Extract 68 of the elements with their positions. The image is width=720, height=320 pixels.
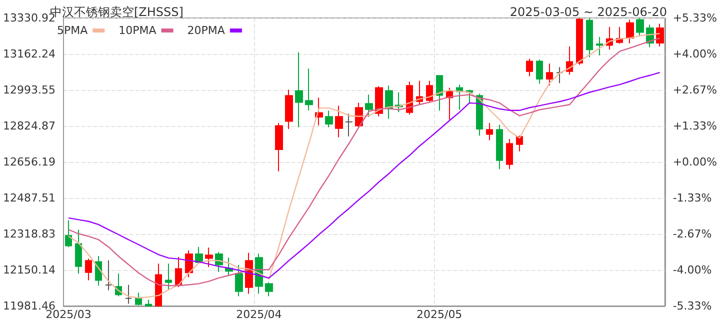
candlestick [235,264,243,297]
y2-tick-label: -2.67% [672,228,712,241]
candlestick [215,252,223,272]
legend-label: 10PMA [118,24,157,37]
candlestick [536,59,543,84]
candlestick [295,52,303,128]
candlestick [65,220,72,248]
candlestick [285,89,293,130]
candlestick [385,85,393,120]
candlestick [436,75,443,112]
chart-subtitle: 2025-03-05 ~ 2025-06-20 [510,5,668,19]
line-series [68,72,660,279]
x-tick-label: 2025/04 [236,308,282,320]
y2-tick-label: +5.33% [672,12,718,24]
candlestick [516,135,523,152]
candlestick [446,87,453,120]
x-tick-label: 2025/03 [46,308,92,320]
candlestick [145,299,152,306]
candlestick [636,18,644,37]
y2-tick-label: +2.67% [672,83,718,96]
y2-tick-label: -4.00% [672,264,712,277]
candlestick [75,229,82,274]
y2-tick-label: +4.00% [672,47,718,60]
candlestick [265,282,273,297]
candlestick [626,19,634,44]
y2-tick-label: -5.33% [672,300,712,312]
candlestick [85,258,92,281]
candlestick [225,257,233,276]
candlestick [305,68,313,111]
candlestick [365,94,373,118]
candlestick [656,23,664,47]
candlestick [95,255,102,286]
legend-label: 20PMA [187,24,226,37]
candlestick [155,263,162,306]
y-tick-label: 12487.51 [2,192,56,204]
candlestick [586,18,593,58]
candlestick [546,63,553,86]
candlestick [576,18,583,66]
candlestick [345,113,353,137]
y-tick-label: 12656.19 [2,156,56,168]
candlestick [596,36,603,56]
y2-tick-label: -1.33% [672,191,712,204]
y2-tick-label: +1.33% [672,120,718,133]
y-tick-label: 13162.24 [2,48,56,60]
candlestick [175,256,182,288]
candlestick [165,263,172,290]
candlestick [426,80,433,102]
candlestick [506,138,513,170]
candlestick [205,247,213,268]
candlestick [105,260,112,291]
candlestick [456,84,463,110]
candlestick [275,122,283,172]
y-tick-label: 12150.14 [2,264,56,276]
candlestick [335,105,343,138]
candlestick [556,66,563,84]
y-tick-label: 12824.87 [2,120,56,132]
candlestick [526,58,533,77]
legend-label: 5PMA [56,24,88,37]
x-tick-label: 2025/05 [416,308,462,320]
y-tick-label: 12993.55 [2,84,56,96]
candlestick [406,81,413,116]
candlestick [375,86,383,117]
candlestick [325,110,333,128]
candlestick [496,124,503,170]
y2-tick-label: +0.00% [672,156,718,168]
y-tick-label: 12318.83 [2,228,56,240]
candlestick [486,122,493,141]
candlestick [125,284,132,304]
